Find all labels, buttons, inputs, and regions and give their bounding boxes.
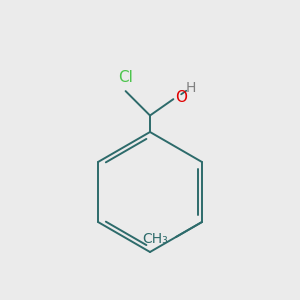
Text: Cl: Cl xyxy=(118,70,133,85)
Text: O: O xyxy=(175,90,187,105)
Text: CH₃: CH₃ xyxy=(142,232,168,246)
Text: H: H xyxy=(186,81,196,95)
